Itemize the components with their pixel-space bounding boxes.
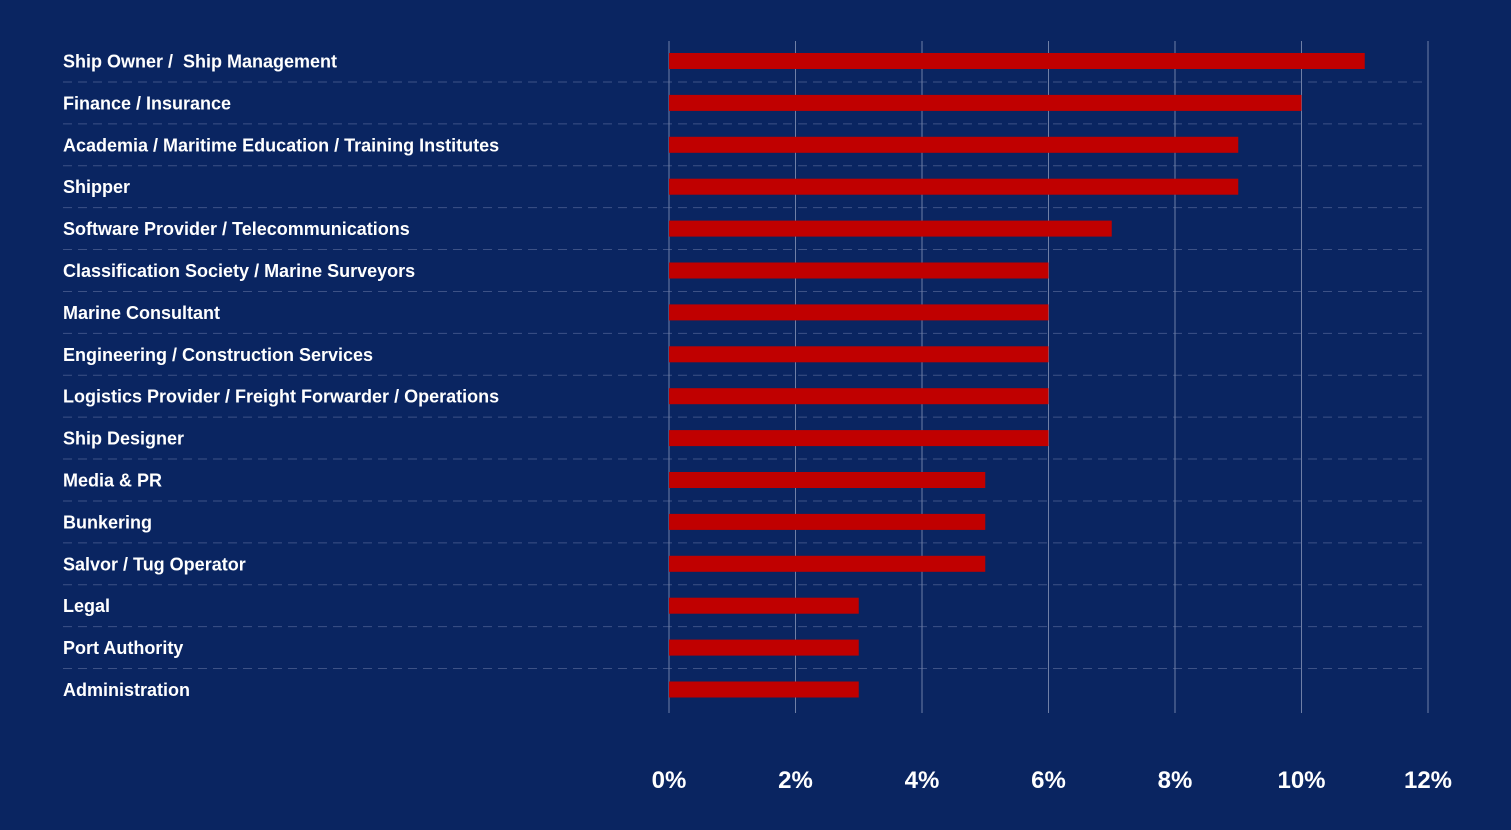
x-tick-label: 12% (1404, 767, 1452, 794)
bar (669, 346, 1049, 363)
bar (669, 94, 1302, 111)
x-tick-label: 4% (905, 767, 940, 794)
bar (669, 262, 1049, 279)
bar (669, 639, 859, 656)
bar (669, 304, 1049, 321)
bar (669, 430, 1049, 447)
bar (669, 220, 1112, 237)
category-label: Salvor / Tug Operator (63, 554, 246, 574)
grid (63, 41, 1429, 713)
category-label: Bunkering (63, 512, 152, 532)
bar (669, 136, 1239, 153)
x-tick-label: 10% (1277, 767, 1325, 794)
category-label: Ship Designer (63, 429, 184, 449)
category-label: Academia / Maritime Education / Training… (63, 135, 499, 155)
x-tick-label: 6% (1031, 767, 1066, 794)
category-label: Marine Consultant (63, 303, 220, 323)
bar (669, 681, 859, 698)
bar (669, 53, 1365, 69)
bars (669, 53, 1365, 698)
x-tick-label: 0% (652, 767, 687, 794)
bar (669, 555, 986, 572)
x-tick-label: 2% (778, 767, 813, 794)
bar (669, 472, 986, 488)
category-label: Administration (63, 680, 190, 700)
x-axis-tick-labels: 0% 2% 4% 6% 8% 10% 12% (652, 767, 1452, 794)
category-label: Finance / Insurance (63, 93, 231, 113)
category-labels: Ship Owner / Ship Management Finance / In… (63, 52, 499, 701)
category-label: Shipper (63, 177, 130, 197)
category-label: Legal (63, 596, 110, 616)
category-label: Logistics Provider / Freight Forwarder /… (63, 387, 499, 407)
x-tick-label: 8% (1158, 767, 1193, 794)
category-label: Classification Society / Marine Surveyor… (63, 261, 415, 281)
category-label: Port Authority (63, 638, 183, 658)
category-label: Ship Owner / Ship Management (63, 52, 337, 72)
category-label: Media & PR (63, 471, 162, 491)
category-label: Engineering / Construction Services (63, 345, 373, 365)
bar (669, 178, 1239, 195)
category-label: Software Provider / Telecommunications (63, 219, 410, 239)
bar (669, 597, 859, 614)
bar (669, 388, 1049, 405)
bar (669, 513, 986, 530)
